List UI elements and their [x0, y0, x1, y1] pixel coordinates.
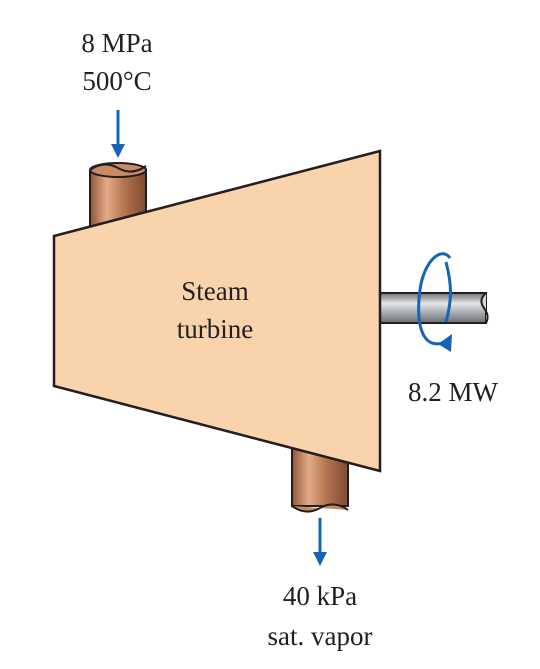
turbine-label-line1: Steam [181, 276, 249, 306]
down-arrow-icon [111, 110, 125, 158]
rotation-arrow-icon [417, 252, 452, 352]
turbine-body [52, 149, 382, 473]
outlet-state-label: sat. vapor [267, 621, 373, 651]
power-output-label: 8.2 MW [408, 377, 498, 407]
output-shaft [379, 292, 489, 324]
inlet-pressure-label: 8 MPa [81, 28, 153, 58]
outlet-pressure-label: 40 kPa [282, 581, 358, 611]
inlet-temperature-label: 500°C [82, 66, 152, 96]
turbine-label-line2: turbine [176, 314, 254, 344]
down-arrow-icon [313, 518, 327, 566]
